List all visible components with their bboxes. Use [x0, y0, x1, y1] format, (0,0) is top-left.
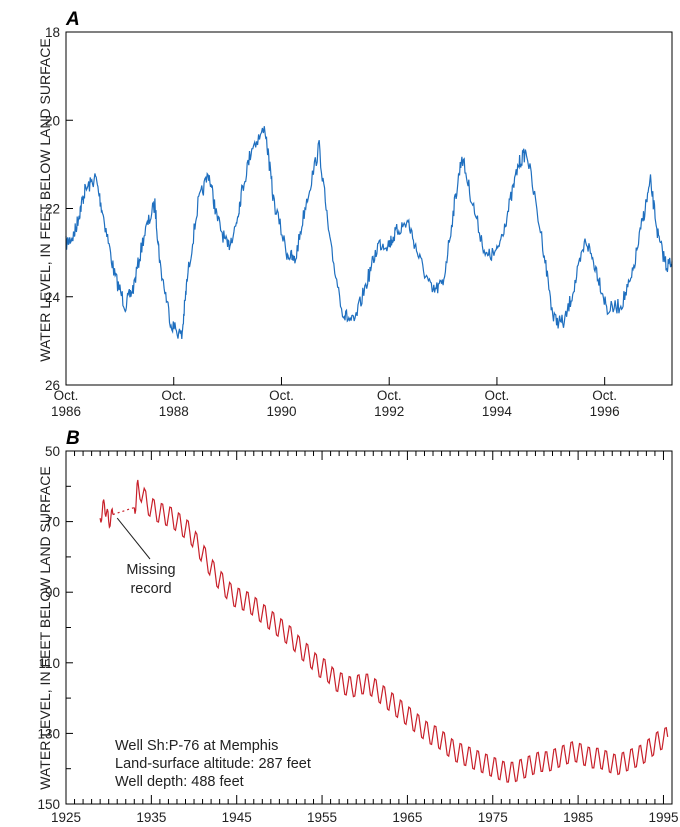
panel-label-b: B	[66, 428, 80, 449]
chart-panel-b: B WATER LEVEL, IN FEET BELOW LAND SURFAC…	[37, 428, 678, 825]
x-tick-label-a-4-year: 1994	[482, 404, 513, 419]
y-tick-label-a-18: 18	[45, 25, 60, 40]
y-tick-label-b-90: 90	[45, 585, 60, 600]
annotation-missing-line2: record	[130, 581, 171, 597]
y-axis-title-a: WATER LEVEL, IN FEET BELOW LAND SURFACE	[37, 38, 53, 361]
x-tick-label-a-0-month: Oct.	[54, 388, 79, 403]
x-tick-label-b-1985: 1985	[563, 810, 593, 825]
x-tick-label-b-1935: 1935	[136, 810, 166, 825]
series-line-b-1	[133, 479, 669, 783]
y-tick-label-a-24: 24	[45, 290, 61, 305]
plot-frame-a	[65, 31, 673, 386]
tick-group-a: 1820222426Oct.1986Oct.1988Oct.1990Oct.19…	[45, 25, 620, 419]
y-tick-label-b-130: 130	[37, 726, 60, 741]
y-tick-label-a-26: 26	[45, 378, 60, 393]
x-tick-label-b-1965: 1965	[392, 810, 422, 825]
y-tick-label-b-110: 110	[38, 656, 60, 671]
well-info-line3: Well depth: 488 feet	[115, 774, 244, 790]
x-tick-label-b-1955: 1955	[307, 810, 337, 825]
missing-record-gap	[112, 506, 135, 516]
x-tick-label-b-1975: 1975	[478, 810, 508, 825]
x-tick-label-a-3-year: 1992	[374, 404, 404, 419]
x-tick-label-b-1945: 1945	[222, 810, 252, 825]
x-tick-label-a-2-year: 1990	[266, 404, 296, 419]
panel-label-a: A	[65, 9, 80, 30]
chart-panel-a: A WATER LEVEL, IN FEET BELOW LAND SURFAC…	[37, 9, 673, 419]
y-tick-label-b-150: 150	[37, 797, 60, 812]
series-group-b	[99, 479, 669, 783]
x-tick-label-a-5-year: 1996	[590, 404, 620, 419]
y-tick-label-a-20: 20	[45, 113, 60, 128]
well-info-line2: Land-surface altitude: 287 feet	[115, 756, 311, 772]
x-tick-label-a-1-year: 1988	[159, 404, 189, 419]
x-tick-label-a-0-year: 1986	[51, 404, 81, 419]
x-tick-label-b-1925: 1925	[51, 810, 81, 825]
series-group-a	[65, 126, 673, 340]
series-line-a-0	[65, 126, 673, 340]
annotation-missing-line1: Missing	[126, 562, 175, 578]
y-axis-title-b: WATER LEVEL, IN FEET BELOW LAND SURFACE	[37, 466, 53, 789]
well-info-line1: Well Sh:P-76 at Memphis	[115, 738, 278, 754]
x-tick-label-a-4-month: Oct.	[485, 388, 510, 403]
series-line-b-0	[99, 499, 114, 529]
x-tick-label-b-1995: 1995	[648, 810, 678, 825]
x-tick-label-a-3-month: Oct.	[377, 388, 402, 403]
x-tick-label-a-5-month: Oct.	[592, 388, 617, 403]
annotation-leader-line	[116, 517, 151, 560]
y-tick-label-a-22: 22	[45, 202, 60, 217]
y-tick-label-b-70: 70	[45, 515, 60, 530]
plot-frame-b	[65, 450, 673, 805]
x-tick-label-a-1-month: Oct.	[161, 388, 186, 403]
y-tick-label-b-50: 50	[45, 444, 60, 459]
x-tick-label-a-2-month: Oct.	[269, 388, 294, 403]
